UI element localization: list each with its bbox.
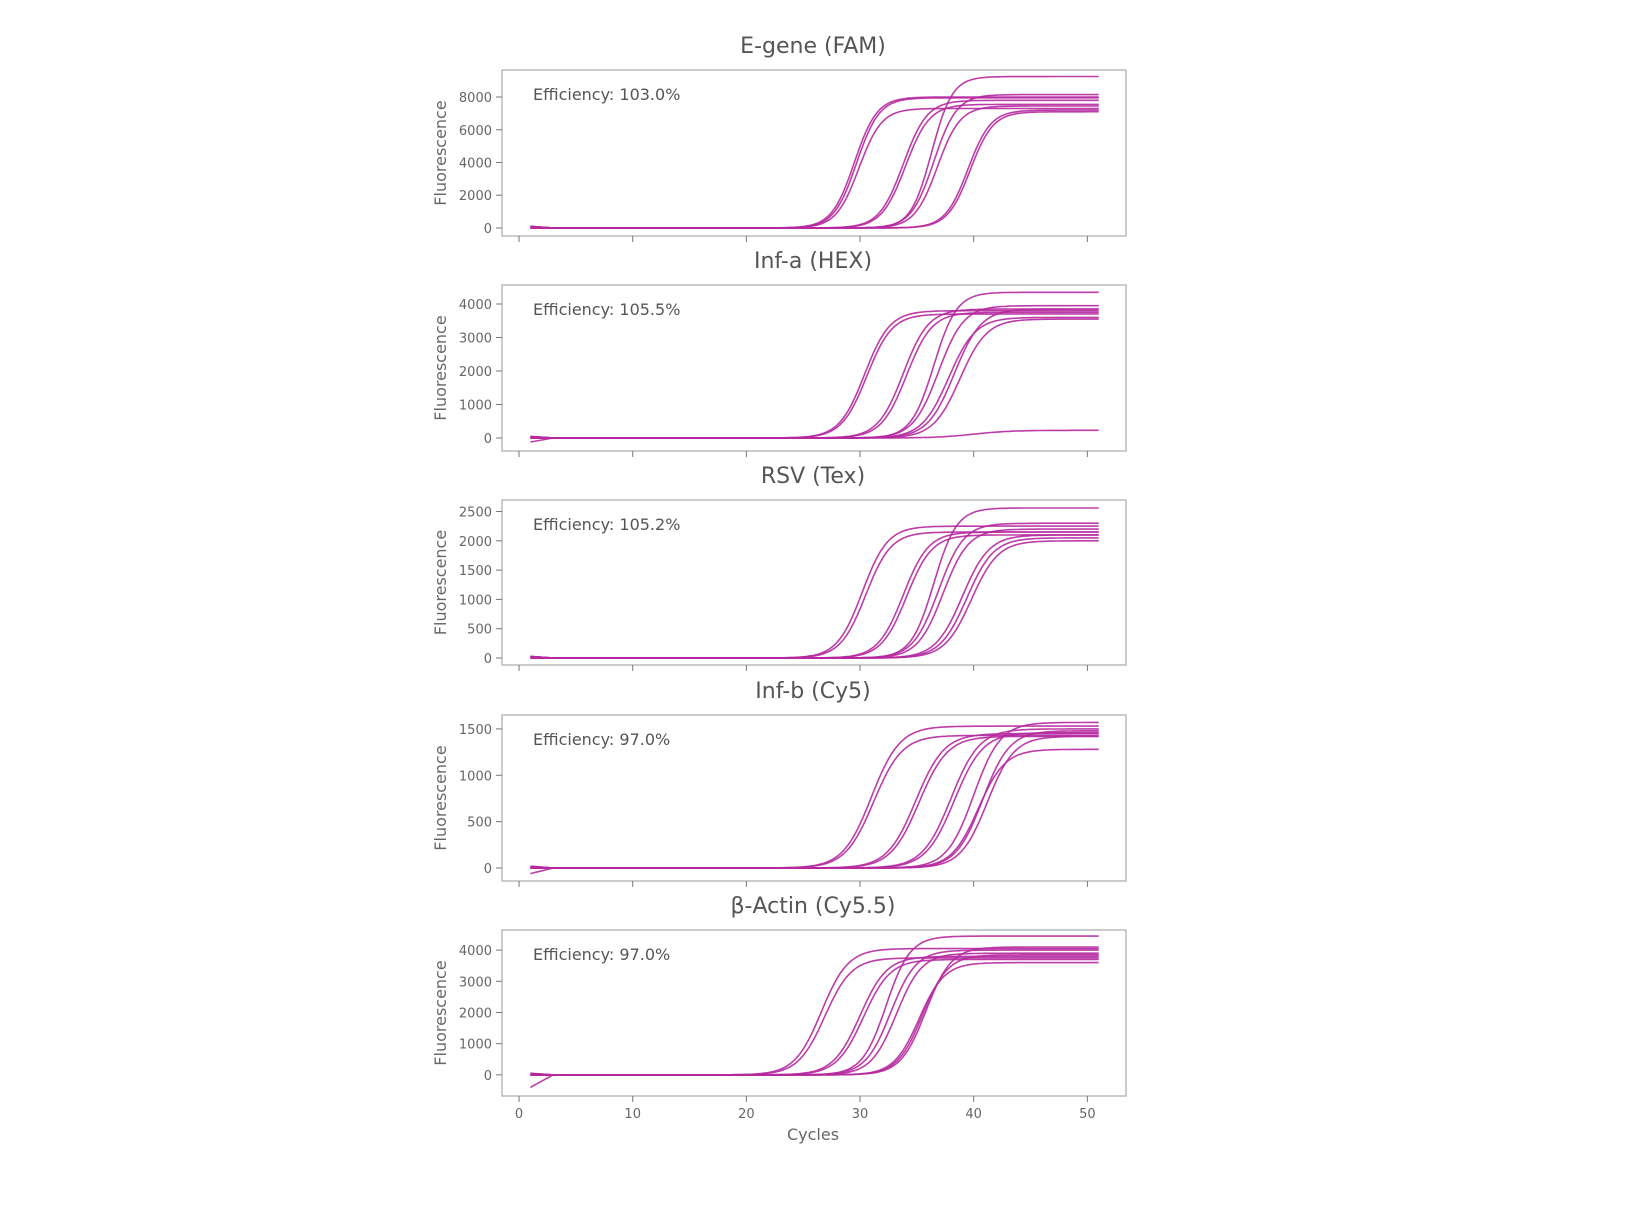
y-tick-label: 0 bbox=[484, 222, 492, 237]
y-axis-label: Fluorescence bbox=[431, 745, 450, 850]
y-tick-label: 4000 bbox=[459, 944, 492, 959]
subplot-title: β-Actin (Cy5.5) bbox=[731, 894, 896, 919]
y-tick-label: 500 bbox=[467, 816, 492, 831]
amplification-curve bbox=[530, 946, 1099, 1089]
y-tick-label: 2000 bbox=[459, 1007, 492, 1022]
y-tick-label: 4000 bbox=[459, 156, 492, 171]
y-axis-label: Fluorescence bbox=[431, 960, 450, 1065]
subplot-title: Inf-a (HEX) bbox=[754, 249, 872, 274]
amplification-curve bbox=[530, 110, 1099, 229]
y-tick-label: 1000 bbox=[459, 1038, 492, 1053]
efficiency-annotation: Efficiency: 97.0% bbox=[533, 730, 670, 749]
y-tick-label: 2000 bbox=[459, 535, 492, 550]
subplot-4: Inf-b (Cy5) 0 500 1000 1500 Fluorescence Effic… bbox=[431, 679, 1127, 887]
y-tick-label: 2500 bbox=[459, 505, 492, 520]
y-tick-label: 0 bbox=[484, 652, 492, 667]
x-tick-label: 0 bbox=[515, 1107, 523, 1122]
efficiency-annotation: Efficiency: 97.0% bbox=[533, 945, 670, 964]
subplot-title: E-gene (FAM) bbox=[740, 34, 886, 59]
y-tick-label: 1000 bbox=[459, 593, 492, 608]
y-axis-label: Fluorescence bbox=[431, 315, 450, 420]
y-tick-label: 500 bbox=[467, 623, 492, 638]
subplot-title: RSV (Tex) bbox=[761, 464, 865, 489]
plot-area bbox=[501, 499, 1127, 666]
y-tick-label: 1000 bbox=[459, 769, 492, 784]
subplot-5: β-Actin (Cy5.5) 0 1000 2000 3000 4000 0 10 20 30 4… bbox=[431, 894, 1127, 1144]
x-tick-label: 20 bbox=[738, 1107, 755, 1122]
y-axis-label: Fluorescence bbox=[431, 100, 450, 205]
amplification-curve bbox=[530, 735, 1099, 875]
efficiency-annotation: Efficiency: 105.5% bbox=[533, 300, 680, 319]
y-tick-label: 4000 bbox=[459, 298, 492, 313]
x-tick-label: 50 bbox=[1079, 1107, 1096, 1122]
y-tick-label: 2000 bbox=[459, 365, 492, 380]
subplot-title: Inf-b (Cy5) bbox=[755, 679, 870, 704]
y-tick-label: 6000 bbox=[459, 124, 492, 139]
amplification-curve bbox=[530, 540, 1099, 659]
y-tick-label: 8000 bbox=[459, 91, 492, 106]
subplot-3: RSV (Tex) 0 500 1000 1500 2000 2500 Fluorescenc… bbox=[431, 464, 1127, 671]
y-axis-label: Fluorescence bbox=[431, 530, 450, 635]
x-tick-label: 10 bbox=[624, 1107, 641, 1122]
plot-area bbox=[501, 714, 1127, 882]
y-tick-label: 3000 bbox=[459, 975, 492, 990]
y-tick-label: 0 bbox=[484, 862, 492, 877]
amplification-curve bbox=[530, 429, 1099, 443]
subplot-1: E-gene (FAM) 0 2000 4000 6000 8000 Fluorescenc… bbox=[431, 34, 1127, 242]
x-tick-label: 30 bbox=[852, 1107, 869, 1122]
y-tick-label: 1500 bbox=[459, 564, 492, 579]
y-tick-label: 1500 bbox=[459, 723, 492, 738]
y-tick-label: 0 bbox=[484, 432, 492, 447]
y-tick-label: 0 bbox=[484, 1069, 492, 1084]
efficiency-annotation: Efficiency: 105.2% bbox=[533, 515, 680, 534]
y-tick-label: 1000 bbox=[459, 398, 492, 413]
subplot-2: Inf-a (HEX) 0 1000 2000 3000 4000 Fluorescence… bbox=[431, 249, 1127, 457]
x-axis-label: Cycles bbox=[787, 1125, 839, 1144]
efficiency-annotation: Efficiency: 103.0% bbox=[533, 85, 680, 104]
y-tick-label: 2000 bbox=[459, 189, 492, 204]
x-tick-label: 40 bbox=[965, 1107, 982, 1122]
y-tick-label: 3000 bbox=[459, 331, 492, 346]
